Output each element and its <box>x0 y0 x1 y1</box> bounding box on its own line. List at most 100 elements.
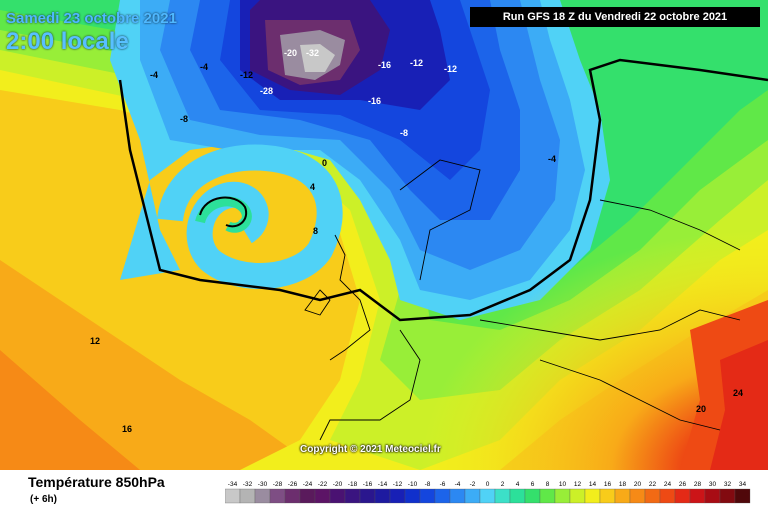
scale-tick-label: 34 <box>739 481 747 488</box>
scale-swatch <box>359 488 376 504</box>
scale-swatch <box>449 488 466 504</box>
scandinavia-coast <box>399 159 481 281</box>
scale-tick-label: -14 <box>378 481 388 488</box>
scale-tick-label: -24 <box>303 481 313 488</box>
band-26 <box>710 340 768 470</box>
isotherm-label: -20 <box>284 48 297 58</box>
scale-swatch <box>254 488 271 504</box>
scale-tick-label: 14 <box>589 481 597 488</box>
scale-swatch <box>614 488 631 504</box>
scale-swatch <box>225 488 241 504</box>
scale-swatch <box>644 488 661 504</box>
isotherm-label: -4 <box>200 62 208 72</box>
scale-tick-label: 0 <box>486 481 490 488</box>
scale-tick-label: -20 <box>333 481 343 488</box>
scale-swatch <box>404 488 421 504</box>
britain-coast <box>329 234 371 361</box>
band-minus34 <box>300 44 335 72</box>
scale-swatch <box>704 488 721 504</box>
scale-swatch <box>389 488 406 504</box>
scale-tick-label: -34 <box>228 481 238 488</box>
scale-swatch <box>554 488 571 504</box>
scale-swatch <box>524 488 541 504</box>
isotherm-label: -32 <box>306 48 319 58</box>
scale-swatch <box>494 488 511 504</box>
mediterranean-coast <box>539 359 721 431</box>
warm-southwest-zone <box>0 260 320 470</box>
scale-swatch <box>599 488 616 504</box>
scale-swatch <box>734 488 751 504</box>
scale-tick-label: 24 <box>664 481 672 488</box>
model-run-banner: Run GFS 18 Z du Vendredi 22 octobre 2021 <box>470 7 760 27</box>
scale-tick-label: 28 <box>694 481 702 488</box>
scale-tick-label: -32 <box>243 481 253 488</box>
scale-tick-label: -10 <box>408 481 418 488</box>
isotherm-label: -12 <box>444 64 457 74</box>
coastlines <box>304 159 741 441</box>
isotherm-label: -8 <box>180 114 188 124</box>
scale-swatch <box>239 488 256 504</box>
scale-tick-label: -6 <box>440 481 446 488</box>
scale-swatch <box>344 488 361 504</box>
scale-tick-label: 30 <box>709 481 717 488</box>
legend-title: Température 850hPa <box>28 474 165 490</box>
scale-tick-label: 6 <box>531 481 535 488</box>
scale-tick-label: 26 <box>679 481 687 488</box>
isotherm-label: -12 <box>410 58 423 68</box>
scale-swatch <box>374 488 391 504</box>
scale-swatch <box>284 488 301 504</box>
central-europe-border <box>479 309 741 341</box>
scale-tick-label: 18 <box>619 481 627 488</box>
isotherm-label: -8 <box>400 128 408 138</box>
ireland-coast <box>304 289 331 316</box>
scale-tick-label: 20 <box>634 481 642 488</box>
scale-tick-label: 10 <box>559 481 567 488</box>
scale-swatch <box>569 488 586 504</box>
scale-tick-label: -30 <box>258 481 268 488</box>
scale-swatch <box>674 488 691 504</box>
isotherm-label: -4 <box>150 70 158 80</box>
isotherm-label: 16 <box>122 424 132 434</box>
scale-tick-label: 12 <box>574 481 582 488</box>
scale-swatch <box>434 488 451 504</box>
scale-tick-label: 8 <box>546 481 550 488</box>
scale-swatch <box>314 488 331 504</box>
isotherm-label: -12 <box>240 70 253 80</box>
scale-swatch <box>299 488 316 504</box>
isotherm-label: 24 <box>733 388 743 398</box>
scale-tick-label: 32 <box>724 481 732 488</box>
legend-subtitle: (+ 6h) <box>30 494 57 505</box>
scale-swatch <box>419 488 436 504</box>
scale-tick-label: -26 <box>288 481 298 488</box>
scale-tick-label: -28 <box>273 481 283 488</box>
hot-southwest-zone <box>0 350 140 470</box>
isotherm-label: -4 <box>548 154 556 164</box>
scale-tick-label: -22 <box>318 481 328 488</box>
eastern-border <box>599 199 741 251</box>
isotherm-label: 4 <box>310 182 315 192</box>
scale-tick-label: 2 <box>501 481 505 488</box>
scale-tick-label: -18 <box>348 481 358 488</box>
scale-swatch <box>464 488 481 504</box>
isotherm-label: -28 <box>260 86 273 96</box>
scale-tick-label: -16 <box>363 481 373 488</box>
isotherm-label: 0 <box>322 158 327 168</box>
france-coast <box>319 329 421 441</box>
scale-swatch <box>659 488 676 504</box>
cyclone-swirl-band <box>157 144 343 289</box>
scale-swatch <box>479 488 496 504</box>
scale-swatch <box>719 488 736 504</box>
color-scale: -34 -32 -30 -28 -26 -24 -22 -20 -18 -16 -14 -12 -10 -… <box>225 481 751 504</box>
scale-swatch <box>509 488 526 504</box>
forecast-local-time: 2:00 locale <box>6 28 129 55</box>
zero-isotherm-line <box>118 58 768 322</box>
scale-tick-label: -4 <box>455 481 461 488</box>
isotherm-label: 12 <box>90 336 100 346</box>
scale-swatch <box>629 488 646 504</box>
forecast-date: Samedi 23 octobre 2021 <box>6 10 177 27</box>
scale-tick-label: -12 <box>393 481 403 488</box>
scale-swatch <box>269 488 286 504</box>
scale-swatch <box>539 488 556 504</box>
isotherm-label: -16 <box>368 96 381 106</box>
